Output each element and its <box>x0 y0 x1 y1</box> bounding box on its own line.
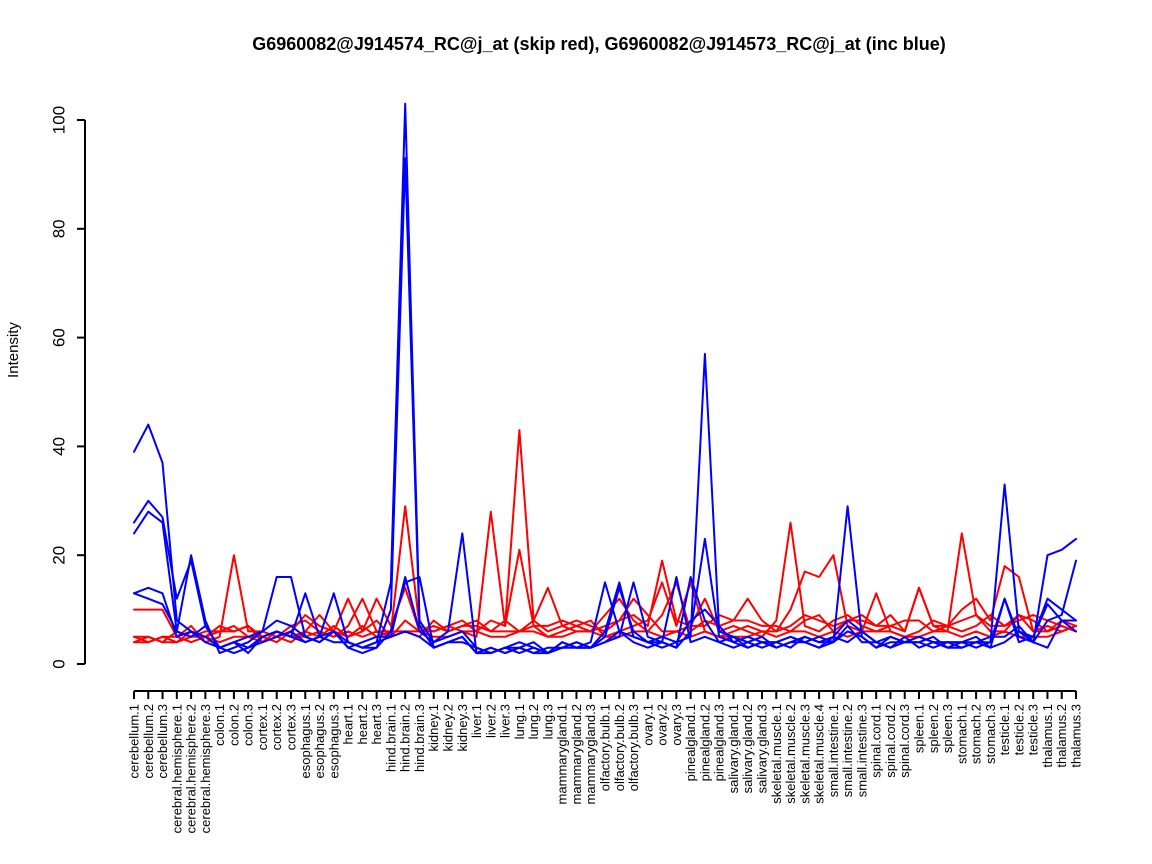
x-tick-label: salivary.gland.1 <box>726 704 741 793</box>
x-tick-label: lung.3 <box>540 704 555 739</box>
x-tick-label: spleen.2 <box>926 704 941 753</box>
y-tick-label: 100 <box>50 106 69 134</box>
x-tick-label: ovary.3 <box>669 704 684 746</box>
x-tick-label: liver.2 <box>483 704 498 738</box>
x-tick-label: cerebral.hemisphere.2 <box>184 704 199 833</box>
series-line-inc.probe.3 <box>133 352 1077 655</box>
x-tick-label: cerebellum.2 <box>141 704 156 778</box>
x-tick-label: pinealgland.3 <box>712 704 727 781</box>
x-tick-label: ovary.2 <box>655 704 670 746</box>
x-tick-label: stomach.3 <box>983 704 998 764</box>
x-tick-label: pinealgland.2 <box>697 704 712 781</box>
series-lines <box>133 102 1077 655</box>
x-tick-label: small.intestine.3 <box>854 704 869 797</box>
x-tick-label: spleen.1 <box>912 704 927 753</box>
x-tick-label: olfactory.bulb.2 <box>612 704 627 791</box>
x-tick-label: mammarygland.1 <box>555 704 570 804</box>
x-tick-label: salivary.gland.3 <box>755 704 770 793</box>
x-tick-label: colon.1 <box>212 704 227 746</box>
x-tick-label: testicle.1 <box>997 704 1012 755</box>
y-tick-label: 20 <box>50 546 69 565</box>
x-tick-label: lung.1 <box>512 704 527 739</box>
x-tick-label: hind.brain.2 <box>398 704 413 772</box>
x-tick-label: testicle.3 <box>1026 704 1041 755</box>
x-tick-label: kidney.1 <box>426 704 441 751</box>
series-line-skip.probe.1 <box>133 429 1077 644</box>
x-tick-label: mammarygland.2 <box>569 704 584 804</box>
x-tick-label: thalamus.1 <box>1040 704 1055 768</box>
x-tick-label: cortex.1 <box>255 704 270 750</box>
x-tick-label: esophagus.1 <box>298 704 313 778</box>
x-tick-label: cerebral.hemisphere.3 <box>198 704 213 833</box>
x-tick-label: spinal.cord.3 <box>897 704 912 778</box>
y-tick-label: 80 <box>50 219 69 238</box>
x-tick-label: hind.brain.3 <box>412 704 427 772</box>
x-tick-label: skeletal.muscle.1 <box>769 704 784 804</box>
x-tick-label: salivary.gland.2 <box>740 704 755 793</box>
series-line-skip.probe.4 <box>133 597 1077 644</box>
x-tick-label: kidney.3 <box>455 704 470 751</box>
series-line-inc.probe.1 <box>133 102 1077 655</box>
x-tick-label: colon.3 <box>241 704 256 746</box>
x-tick-label: thalamus.3 <box>1069 704 1084 768</box>
x-tick-label: skeletal.muscle.4 <box>812 704 827 804</box>
chart-title: G6960082@J914574_RC@j_at (skip red), G69… <box>252 34 946 54</box>
x-tick-label: hind.brain.1 <box>383 704 398 772</box>
y-axis-label: Intensity <box>5 322 22 378</box>
x-tick-label: kidney.2 <box>441 704 456 751</box>
x-tick-label: cortex.3 <box>284 704 299 750</box>
x-tick-label: skeletal.muscle.2 <box>783 704 798 804</box>
x-tick-label: cerebellum.3 <box>155 704 170 778</box>
y-tick-label: 40 <box>50 437 69 456</box>
y-tick-label: 60 <box>50 328 69 347</box>
x-tick-label: skeletal.muscle.3 <box>797 704 812 804</box>
x-tick-label: testicle.2 <box>1011 704 1026 755</box>
x-tick-label: spleen.3 <box>940 704 955 753</box>
x-tick-label: heart.2 <box>355 704 370 744</box>
x-tick-label: thalamus.2 <box>1054 704 1069 768</box>
x-tick-label: cerebellum.1 <box>127 704 142 778</box>
x-tick-label: olfactory.bulb.1 <box>598 704 613 791</box>
y-tick-label: 0 <box>50 659 69 668</box>
series-line-inc.probe.5 <box>133 576 1077 655</box>
x-tick-label: esophagus.3 <box>326 704 341 778</box>
x-tick-label: esophagus.2 <box>312 704 327 778</box>
x-tick-label: heart.3 <box>369 704 384 744</box>
x-tick-label: liver.3 <box>498 704 513 738</box>
x-tick-label: olfactory.bulb.3 <box>626 704 641 791</box>
x-tick-label: small.intestine.1 <box>826 704 841 797</box>
x-tick-label: pinealgland.1 <box>683 704 698 781</box>
series-line-inc.probe.4 <box>133 576 1077 655</box>
x-tick-label: spinal.cord.2 <box>883 704 898 778</box>
x-tick-label: stomach.2 <box>969 704 984 764</box>
x-tick-label: cerebral.hemisphere.1 <box>169 704 184 833</box>
x-tick-label: liver.1 <box>469 704 484 738</box>
x-tick-label: colon.2 <box>226 704 241 746</box>
x-axis: cerebellum.1 cerebellum.2 cerebellum.3 cere… <box>127 690 1084 833</box>
x-tick-label: stomach.1 <box>954 704 969 764</box>
x-tick-label: lung.2 <box>526 704 541 739</box>
x-tick-label: heart.1 <box>341 704 356 744</box>
x-tick-label: spinal.cord.1 <box>869 704 884 778</box>
y-axis: 0 20 40 60 80 100 <box>50 106 86 669</box>
x-tick-label: cortex.2 <box>269 704 284 750</box>
x-tick-label: mammarygland.3 <box>583 704 598 804</box>
x-tick-label: ovary.1 <box>640 704 655 746</box>
x-tick-label: small.intestine.2 <box>840 704 855 797</box>
